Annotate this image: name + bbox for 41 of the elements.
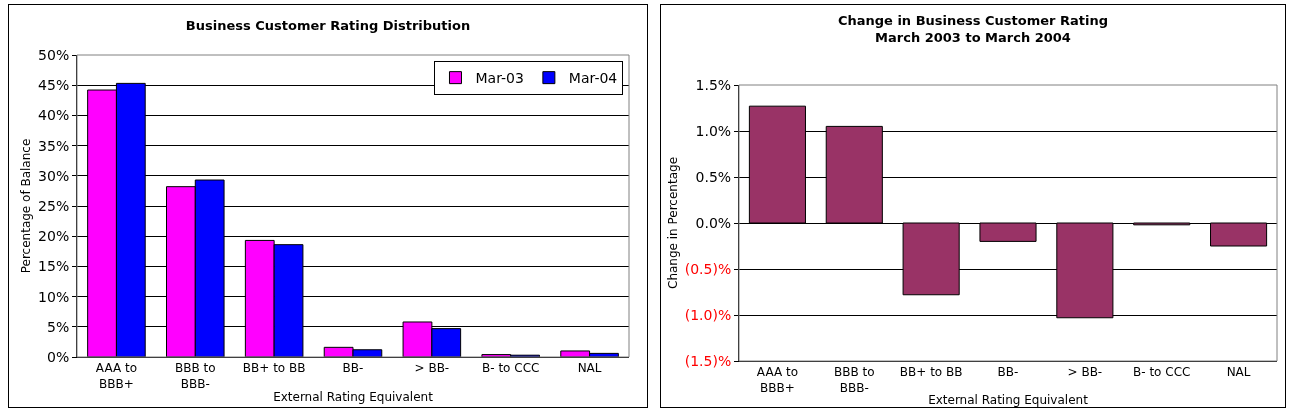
y-tick-label: 25%: [38, 197, 70, 214]
y-tick-label: 50%: [38, 46, 70, 63]
y-tick-label: 15%: [38, 258, 70, 275]
x-tick-label: BB-: [342, 361, 364, 376]
y-tick-label: 0.5%: [695, 168, 732, 185]
chart-title: Change in Business Customer Rating: [837, 13, 1109, 29]
x-tick-label: B- to CCC: [1133, 365, 1191, 380]
x-axis-title: External Rating Equivalent: [928, 393, 1089, 407]
x-tick-label: NAL: [577, 361, 602, 376]
x-tick-label: > BB-: [414, 361, 450, 376]
y-tick-label: 1.0%: [695, 122, 732, 139]
y-tick-label: 1.5%: [695, 76, 732, 93]
y-tick-label: 20%: [38, 228, 70, 245]
y-tick-label: 10%: [38, 288, 70, 305]
legend-label: Mar-03: [475, 70, 524, 87]
y-tick-label: 45%: [38, 77, 70, 94]
x-tick-label: BBB to BBB-: [175, 361, 216, 391]
y-tick-label: 35%: [38, 137, 70, 154]
x-tick-label: BBB to BBB-: [834, 365, 875, 395]
y-tick-label: 5%: [46, 318, 70, 335]
y-tick-label: (1.5)%: [684, 352, 732, 369]
y-tick-label: 40%: [38, 107, 70, 124]
y-tick-label: (1.0)%: [684, 306, 732, 323]
x-tick-label: B- to CCC: [482, 361, 540, 376]
x-tick-label: BB+ to BB: [242, 361, 306, 376]
x-tick-label: > BB-: [1067, 365, 1103, 380]
y-tick-label: 30%: [38, 167, 70, 184]
y-axis-title: Change in Percentage: [666, 156, 680, 290]
y-tick-label: 0%: [46, 348, 70, 365]
x-tick-label: BB-: [997, 365, 1019, 380]
y-axis-title: Percentage of Balance: [19, 138, 34, 274]
y-tick-label: (0.5)%: [684, 260, 732, 277]
chart-title: Business Customer Rating Distribution: [185, 18, 471, 34]
chart-subtitle: March 2003 to March 2004: [875, 30, 1071, 45]
x-tick-label: NAL: [1226, 365, 1251, 380]
x-tick-label: BB+ to BB: [899, 365, 963, 380]
y-tick-label: 0.0%: [695, 214, 732, 231]
x-tick-label: AAA to BBB+: [756, 365, 799, 395]
x-tick-label: AAA to BBB+: [95, 361, 138, 391]
x-axis-title: External Rating Equivalent: [273, 389, 434, 404]
legend-label: Mar-04: [568, 70, 618, 87]
